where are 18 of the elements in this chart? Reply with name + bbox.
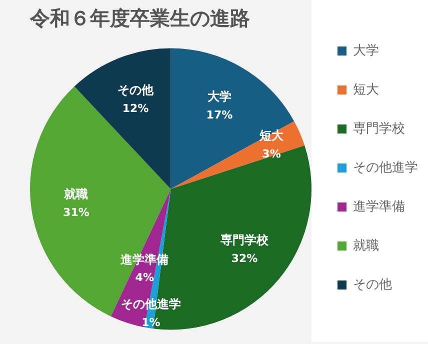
data-label: 32%: [231, 252, 258, 265]
slice-label: 専門学校: [219, 233, 270, 248]
data-label: 31%: [63, 206, 90, 219]
slice-label: 大学: [207, 90, 232, 104]
legend-label: 大学: [353, 43, 379, 58]
legend-label: その他: [353, 277, 392, 292]
data-label: 17%: [206, 108, 233, 122]
chart-title: 令和６年度卒業生の進路: [29, 6, 250, 30]
slice-label: その他: [118, 83, 155, 98]
slice-label: 就職: [63, 187, 88, 202]
data-label: 3%: [262, 147, 281, 160]
data-label: 12%: [122, 102, 149, 115]
legend-label: 短大: [353, 82, 379, 98]
legend-label: 進学準備: [353, 199, 405, 214]
legend-label: 専門学校: [353, 121, 405, 136]
legend-label: その他進学: [353, 160, 418, 176]
legend-label: 就職: [353, 238, 379, 254]
data-label: 4%: [135, 271, 154, 284]
